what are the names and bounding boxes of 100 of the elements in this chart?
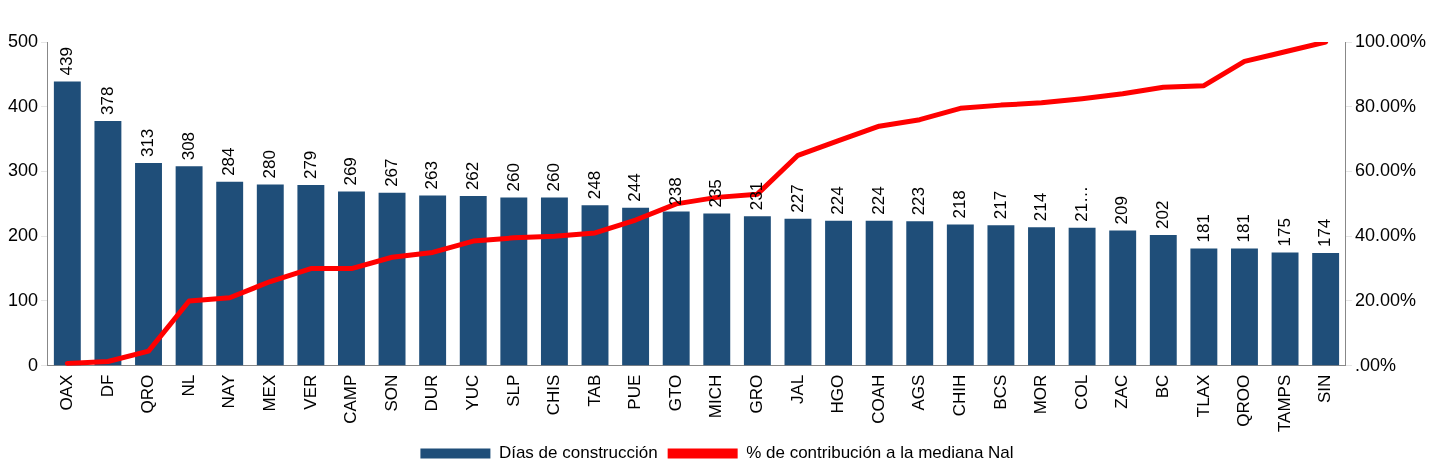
- y-tick-label: 0: [28, 354, 39, 375]
- y2-tick-label: 100.00%: [1354, 30, 1426, 51]
- x-tick-label: TAB: [584, 374, 604, 407]
- bar: [297, 185, 325, 366]
- y-tick-label: 100: [7, 289, 39, 310]
- data-label: 284: [219, 147, 239, 176]
- bar: [784, 218, 812, 366]
- data-label: 223: [909, 186, 929, 216]
- data-label: 224: [868, 186, 888, 215]
- bar: [1271, 252, 1299, 366]
- data-label: 218: [950, 190, 970, 219]
- x-tick-label: TLAX: [1193, 374, 1213, 418]
- data-label: 378: [97, 86, 117, 115]
- bar: [500, 197, 528, 366]
- data-label: 214: [1031, 192, 1051, 222]
- data-label: 181: [1234, 214, 1254, 243]
- x-tick-label: OAX: [57, 374, 77, 411]
- data-label: 267: [381, 158, 401, 187]
- x-tick-label: VER: [300, 374, 320, 410]
- bar: [459, 196, 487, 366]
- data-label: 217: [990, 190, 1010, 220]
- bar: [94, 120, 122, 366]
- bar: [338, 191, 365, 366]
- bar: [175, 166, 203, 366]
- y2-tick-label: 80.00%: [1354, 95, 1416, 116]
- data-label: 262: [462, 161, 482, 191]
- y2-tick-label: 20.00%: [1354, 289, 1416, 310]
- y2-tick-label: 60.00%: [1354, 160, 1416, 181]
- x-tick-label: QROO: [1234, 374, 1254, 427]
- x-tick-label: BC: [1152, 374, 1172, 399]
- x-tick-label: GRO: [747, 374, 767, 414]
- x-tick-label: COAH: [868, 374, 888, 424]
- bar: [135, 163, 162, 366]
- y-tick-label: 200: [7, 225, 39, 246]
- bar: [1312, 253, 1340, 366]
- x-tick-label: DUR: [422, 374, 442, 412]
- data-label: 231: [747, 181, 767, 211]
- data-label: 181: [1193, 214, 1213, 243]
- x-tick-label: MICH: [706, 374, 726, 419]
- legend-label: Días de construcción: [498, 443, 658, 463]
- data-label: 21…: [1071, 185, 1091, 222]
- x-tick-label: DF: [97, 374, 117, 398]
- x-tick-label: NAY: [219, 374, 239, 409]
- data-label: 439: [57, 47, 77, 76]
- data-label: 244: [625, 173, 645, 202]
- data-label: 280: [259, 150, 279, 179]
- data-label: 175: [1274, 218, 1294, 247]
- x-tick-label: CAMP: [341, 374, 361, 424]
- x-tick-label: YUC: [462, 374, 482, 411]
- data-label: 260: [503, 163, 523, 192]
- x-tick-label: MEX: [259, 374, 279, 412]
- data-label: 308: [178, 131, 198, 161]
- x-tick-label: SLP: [503, 374, 523, 407]
- data-label: 238: [665, 177, 685, 206]
- data-label: 248: [584, 170, 604, 200]
- y-tick-label: 400: [7, 95, 39, 116]
- data-label: 235: [706, 179, 726, 208]
- x-tick-label: GTO: [665, 374, 685, 412]
- x-tick-label: NL: [178, 374, 198, 397]
- bar: [703, 213, 731, 366]
- data-label: 279: [300, 150, 320, 180]
- x-tick-label: HGO: [828, 374, 848, 414]
- bar: [743, 216, 771, 366]
- y-tick-label: 300: [7, 160, 39, 181]
- bar: [865, 220, 893, 366]
- legend-label: % de contribución a la mediana Nal: [746, 443, 1014, 463]
- data-label: 313: [138, 128, 158, 158]
- data-label: 269: [341, 157, 361, 186]
- bar: [622, 207, 650, 366]
- bar: [256, 184, 284, 366]
- bar: [906, 221, 934, 366]
- bar: [1068, 227, 1096, 366]
- x-tick-label: PUE: [625, 374, 645, 410]
- data-label: 224: [828, 186, 848, 215]
- bar: [216, 181, 244, 366]
- bar: [662, 211, 690, 366]
- bar: [419, 195, 447, 366]
- bar: [1231, 248, 1258, 366]
- x-tick-label: AGS: [909, 374, 929, 411]
- data-label: 227: [787, 184, 807, 213]
- bar: [1190, 248, 1218, 366]
- data-label: 174: [1315, 218, 1335, 248]
- x-tick-label: CHIS: [544, 374, 564, 416]
- x-tick-label: SIN: [1315, 374, 1335, 404]
- x-tick-label: QRO: [138, 374, 158, 414]
- y2-tick-label: 40.00%: [1354, 225, 1416, 246]
- y2-tick-label: .00%: [1354, 354, 1396, 375]
- bar: [540, 197, 568, 366]
- data-label: 260: [544, 163, 564, 192]
- bar: [1109, 230, 1137, 366]
- x-tick-label: SON: [381, 374, 401, 412]
- bar: [946, 224, 974, 366]
- bar: [53, 81, 81, 366]
- data-label: 209: [1112, 196, 1132, 225]
- x-tick-label: JAL: [787, 374, 807, 404]
- x-tick-label: MOR: [1031, 374, 1051, 415]
- bar: [1028, 227, 1055, 366]
- bar: [1149, 234, 1177, 366]
- data-label: 263: [422, 161, 442, 190]
- data-label: 202: [1152, 200, 1172, 229]
